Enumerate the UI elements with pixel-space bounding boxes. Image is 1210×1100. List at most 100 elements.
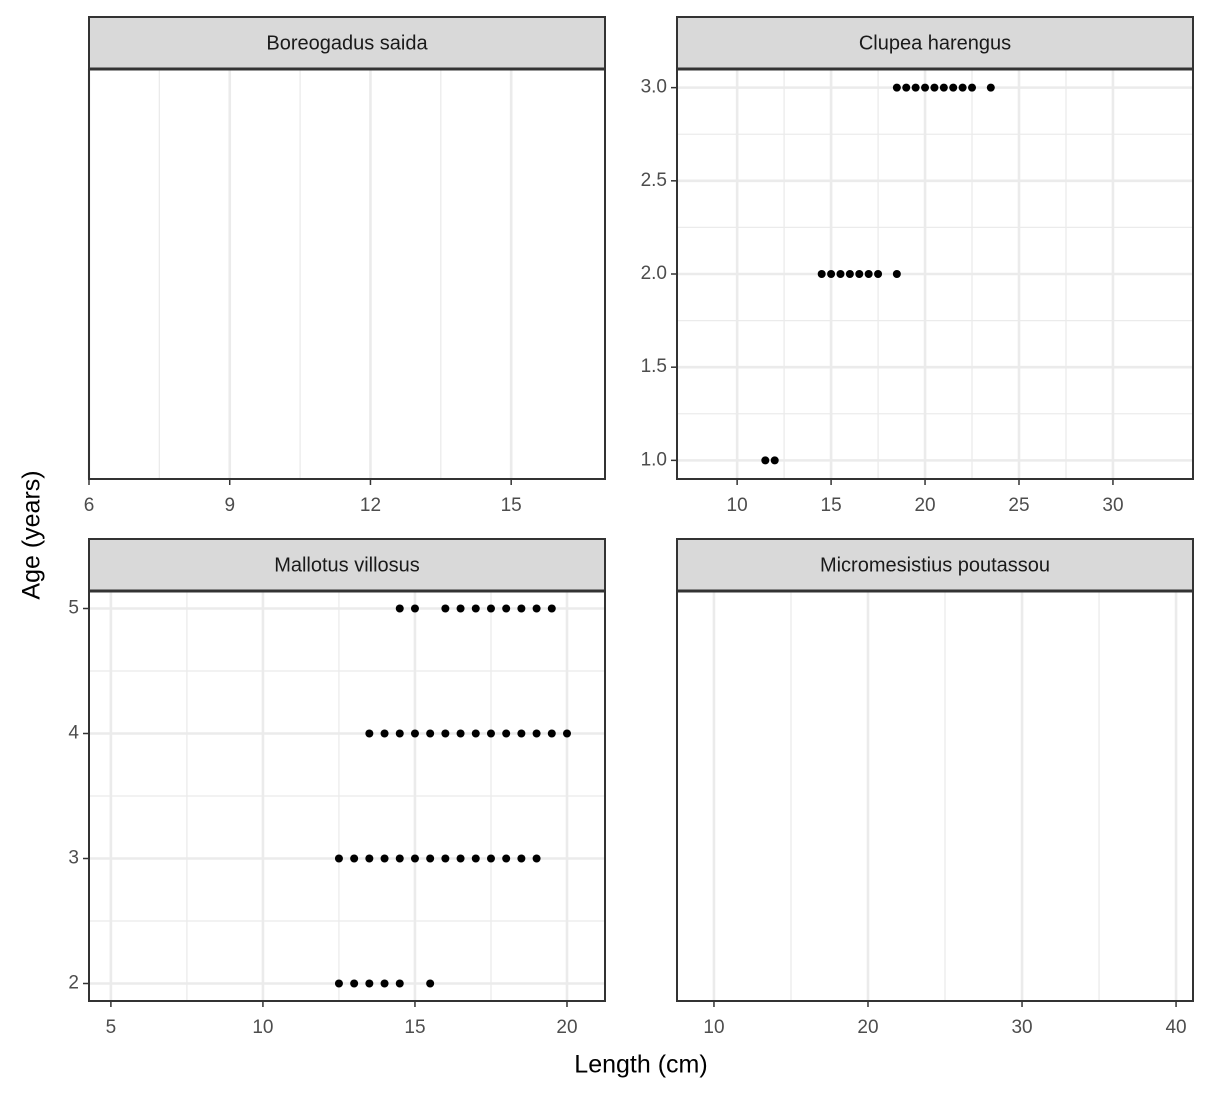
point — [410, 854, 419, 863]
point — [426, 854, 435, 863]
point — [547, 729, 556, 738]
x-tick-label: 30 — [1011, 1017, 1032, 1038]
point — [471, 604, 480, 613]
point — [365, 729, 374, 738]
panel-background — [677, 591, 1193, 1001]
point — [921, 83, 930, 92]
point — [892, 83, 901, 92]
point — [350, 854, 359, 863]
point — [471, 854, 480, 863]
point — [517, 854, 526, 863]
y-tick-label: 5 — [68, 598, 79, 619]
y-tick-label: 1.5 — [641, 356, 667, 377]
y-tick-label: 3 — [68, 848, 79, 869]
point — [502, 604, 511, 613]
point — [486, 854, 495, 863]
point — [410, 604, 419, 613]
point — [855, 270, 864, 278]
point — [456, 854, 465, 863]
x-tick-label: 10 — [727, 495, 748, 516]
point — [380, 979, 389, 988]
x-axis-title: Length (cm) — [574, 1051, 707, 1079]
point — [874, 270, 883, 278]
y-tick-label: 4 — [68, 723, 79, 744]
point — [502, 729, 511, 738]
strip — [88, 538, 606, 592]
x-tick-label: 10 — [703, 1017, 724, 1038]
point — [517, 729, 526, 738]
y-tick-label: 2.0 — [641, 263, 667, 284]
point — [334, 854, 343, 863]
point — [441, 729, 450, 738]
point — [517, 604, 526, 613]
panel-background — [89, 69, 605, 479]
x-tick-label: 15 — [821, 495, 842, 516]
point — [380, 729, 389, 738]
point — [395, 604, 404, 613]
point — [532, 604, 541, 613]
point — [350, 979, 359, 988]
y-tick-label: 2 — [68, 973, 79, 994]
point — [902, 83, 911, 92]
y-axis-title: Age (years) — [18, 470, 46, 599]
point — [845, 270, 854, 278]
point — [968, 83, 977, 92]
point — [939, 83, 948, 92]
point — [532, 854, 541, 863]
x-tick-label: 20 — [857, 1017, 878, 1038]
point — [471, 729, 480, 738]
point — [761, 456, 770, 465]
point — [892, 270, 901, 278]
point — [395, 979, 404, 988]
point — [395, 854, 404, 863]
point — [911, 83, 920, 92]
x-tick-label: 40 — [1165, 1017, 1186, 1038]
strip-label: Micromesistius poutassou — [820, 554, 1050, 576]
point — [486, 729, 495, 738]
point — [334, 979, 343, 988]
point — [426, 729, 435, 738]
point — [486, 604, 495, 613]
point — [817, 270, 826, 278]
strip-label: Clupea harengus — [859, 32, 1011, 54]
point — [949, 83, 958, 92]
point — [532, 729, 541, 738]
point — [562, 729, 571, 738]
x-tick-label: 30 — [1102, 495, 1123, 516]
point — [441, 854, 450, 863]
point — [547, 604, 556, 613]
point — [456, 729, 465, 738]
strip — [676, 538, 1194, 592]
x-tick-label: 15 — [501, 495, 522, 516]
point — [426, 979, 435, 988]
y-tick-label: 3.0 — [641, 77, 667, 98]
point — [441, 604, 450, 613]
x-tick-label: 20 — [556, 1017, 577, 1038]
point — [958, 83, 967, 92]
point — [502, 854, 511, 863]
x-tick-label: 10 — [252, 1017, 273, 1038]
x-tick-label: 12 — [360, 495, 381, 516]
strip-label: Mallotus villosus — [274, 554, 420, 576]
point — [827, 270, 836, 278]
point — [380, 854, 389, 863]
point — [930, 83, 939, 92]
x-tick-label: 5 — [106, 1017, 117, 1038]
point — [365, 979, 374, 988]
x-tick-label: 15 — [404, 1017, 425, 1038]
point — [456, 604, 465, 613]
point — [836, 270, 845, 278]
x-tick-label: 20 — [914, 495, 935, 516]
point — [365, 854, 374, 863]
y-tick-label: 2.5 — [641, 170, 667, 191]
point — [986, 83, 995, 92]
y-tick-label: 1.0 — [641, 449, 667, 470]
x-tick-label: 9 — [224, 495, 235, 516]
strip — [676, 16, 1194, 70]
point — [770, 456, 779, 465]
point — [395, 729, 404, 738]
point — [864, 270, 873, 278]
strip-label: Boreogadus saida — [266, 32, 428, 54]
x-tick-label: 6 — [84, 495, 95, 516]
